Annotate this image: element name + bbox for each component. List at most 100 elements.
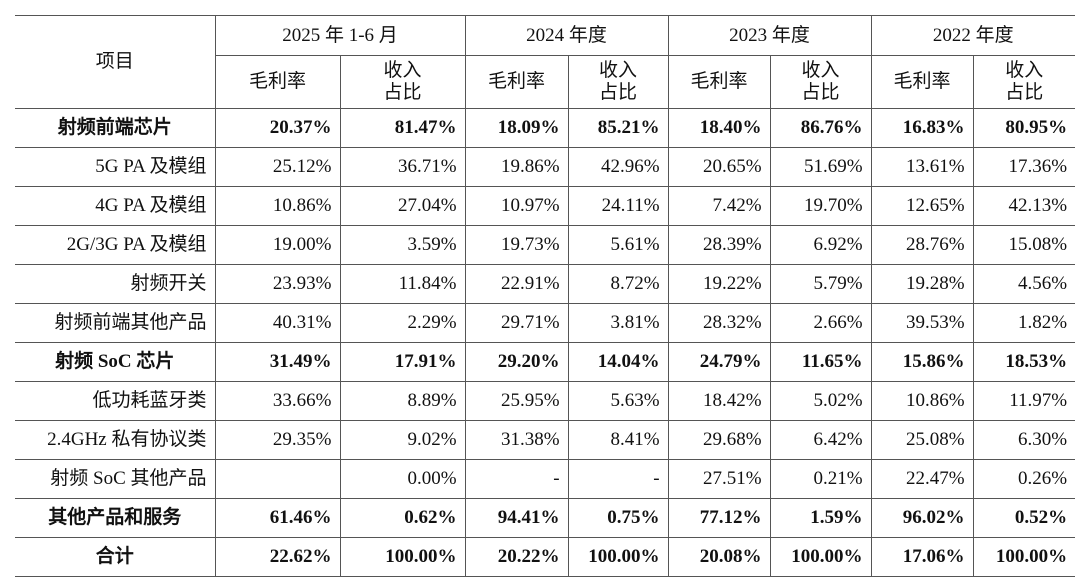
table-cell: 9.02% xyxy=(339,420,466,460)
row-label: 合计 xyxy=(15,537,216,577)
table-cell: 100.00% xyxy=(769,537,872,577)
table-cell: 15.86% xyxy=(870,342,974,382)
table-cell: 24.79% xyxy=(667,342,771,382)
table-cell: 29.68% xyxy=(667,420,771,460)
table-cell: 86.76% xyxy=(769,108,872,148)
table-cell: 1.59% xyxy=(769,498,872,538)
table-cell: 61.46% xyxy=(214,498,341,538)
table-cell: 19.28% xyxy=(870,264,974,304)
table-cell: 20.22% xyxy=(464,537,569,577)
table-cell: 27.04% xyxy=(339,186,466,226)
table-cell: 17.36% xyxy=(972,147,1076,187)
table-cell: 100.00% xyxy=(339,537,466,577)
table-cell: 8.72% xyxy=(567,264,669,304)
table-row: 射频开关 23.93% 11.84% 22.91% 8.72% 19.22% 5.79% 19… xyxy=(15,264,1076,304)
table-cell: 18.40% xyxy=(667,108,771,148)
table-cell: 29.20% xyxy=(464,342,569,382)
sub-header: 毛利率 xyxy=(214,55,341,109)
table-cell xyxy=(214,459,341,499)
table-row: 低功耗蓝牙类 33.66% 8.89% 25.95% 5.63% 18.42% 5.02% 1… xyxy=(15,381,1076,421)
table-row: 射频 SoC 其他产品 0.00% - -27.51% 0.21% 22.47% 0.26% xyxy=(15,459,1076,499)
sub-header: 收入 占比 xyxy=(567,55,669,109)
table-cell: 18.53% xyxy=(972,342,1076,382)
table-row: 4G PA 及模组 10.86% 27.04% 10.97% 24.11% 7.42% 19… xyxy=(15,186,1076,226)
table-cell: 36.71% xyxy=(339,147,466,187)
table-row: 5G PA 及模组 25.12% 36.71% 19.86% 42.96% 20.65% 5… xyxy=(15,147,1076,187)
table-cell: 25.95% xyxy=(464,381,569,421)
table-cell: 0.52% xyxy=(972,498,1076,538)
table-cell: 1.82% xyxy=(972,303,1076,343)
table-cell: 17.91% xyxy=(339,342,466,382)
period-header: 2024 年度 xyxy=(464,15,669,56)
table-cell: 3.59% xyxy=(339,225,466,265)
row-label: 射频前端芯片 xyxy=(15,108,216,148)
table-cell: 5.79% xyxy=(769,264,872,304)
table-cell: 22.91% xyxy=(464,264,569,304)
table-row: 射频 SoC 芯片 31.49% 17.91% 29.20% 14.04% 24.79% 1… xyxy=(15,342,1076,382)
table-cell: 28.32% xyxy=(667,303,771,343)
table-cell: 19.00% xyxy=(214,225,341,265)
sub-header: 收入 占比 xyxy=(972,55,1076,109)
table-cell: 40.31% xyxy=(214,303,341,343)
table-cell: 18.42% xyxy=(667,381,771,421)
sub-header: 毛利率 xyxy=(870,55,974,109)
table-cell: 18.09% xyxy=(464,108,569,148)
table-cell: 15.08% xyxy=(972,225,1076,265)
table-cell: 39.53% xyxy=(870,303,974,343)
table-cell: 29.71% xyxy=(464,303,569,343)
sub-header: 收入 占比 xyxy=(339,55,466,109)
table-cell: 25.08% xyxy=(870,420,974,460)
table-cell: 19.22% xyxy=(667,264,771,304)
row-label: 低功耗蓝牙类 xyxy=(15,381,216,421)
table-cell: 16.83% xyxy=(870,108,974,148)
table-cell: 20.37% xyxy=(214,108,341,148)
sub-header: 收入 占比 xyxy=(769,55,872,109)
table-cell: 10.86% xyxy=(870,381,974,421)
table-row: 其他产品和服务 61.46% 0.62% 94.41% 0.75% 77.12% 1.59%… xyxy=(15,498,1076,538)
table-cell: 12.65% xyxy=(870,186,974,226)
table-cell: 94.41% xyxy=(464,498,569,538)
row-label: 射频开关 xyxy=(15,264,216,304)
row-label: 射频前端其他产品 xyxy=(15,303,216,343)
table-cell: 51.69% xyxy=(769,147,872,187)
table-cell: 10.86% xyxy=(214,186,341,226)
table-cell: 96.02% xyxy=(870,498,974,538)
table-cell: 6.92% xyxy=(769,225,872,265)
table-cell: 81.47% xyxy=(339,108,466,148)
table-cell: 100.00% xyxy=(567,537,669,577)
table-cell: 2.29% xyxy=(339,303,466,343)
table-row: 射频前端芯片 20.37% 81.47% 18.09% 85.21% 18.40% 86.7… xyxy=(15,108,1076,148)
table-cell: 5.61% xyxy=(567,225,669,265)
table-cell: 5.02% xyxy=(769,381,872,421)
table-cell: 6.30% xyxy=(972,420,1076,460)
table-cell: 28.76% xyxy=(870,225,974,265)
table-cell: 24.11% xyxy=(567,186,669,226)
table-cell: 11.84% xyxy=(339,264,466,304)
table-cell: 28.39% xyxy=(667,225,771,265)
table-row: 合计 22.62% 100.00% 20.22% 100.00% 20.08% 100.00… xyxy=(15,537,1076,577)
table-cell: - xyxy=(567,459,669,499)
row-label: 4G PA 及模组 xyxy=(15,186,216,226)
table-cell: 29.35% xyxy=(214,420,341,460)
table-cell: 8.41% xyxy=(567,420,669,460)
table-cell: 6.42% xyxy=(769,420,872,460)
table-cell: 17.06% xyxy=(870,537,974,577)
table-cell: 7.42% xyxy=(667,186,771,226)
period-header: 2022 年度 xyxy=(870,15,1076,56)
table-row: 2G/3G PA 及模组 19.00% 3.59% 19.73% 5.61% 28.39%… xyxy=(15,225,1076,265)
period-header: 2025 年 1-6 月 xyxy=(214,15,466,56)
table-row: 射频前端其他产品 40.31% 2.29% 29.71% 3.81% 28.32% 2.66… xyxy=(15,303,1076,343)
table-cell: 2.66% xyxy=(769,303,872,343)
header-title: 项目 xyxy=(15,15,216,109)
table-cell: 33.66% xyxy=(214,381,341,421)
row-label: 5G PA 及模组 xyxy=(15,147,216,187)
table-cell: 31.38% xyxy=(464,420,569,460)
table-cell: 100.00% xyxy=(972,537,1076,577)
table-cell: 23.93% xyxy=(214,264,341,304)
table-cell: 25.12% xyxy=(214,147,341,187)
table-cell: 42.13% xyxy=(972,186,1076,226)
sub-header: 毛利率 xyxy=(667,55,771,109)
period-header: 2023 年度 xyxy=(667,15,872,56)
table-cell: 22.47% xyxy=(870,459,974,499)
